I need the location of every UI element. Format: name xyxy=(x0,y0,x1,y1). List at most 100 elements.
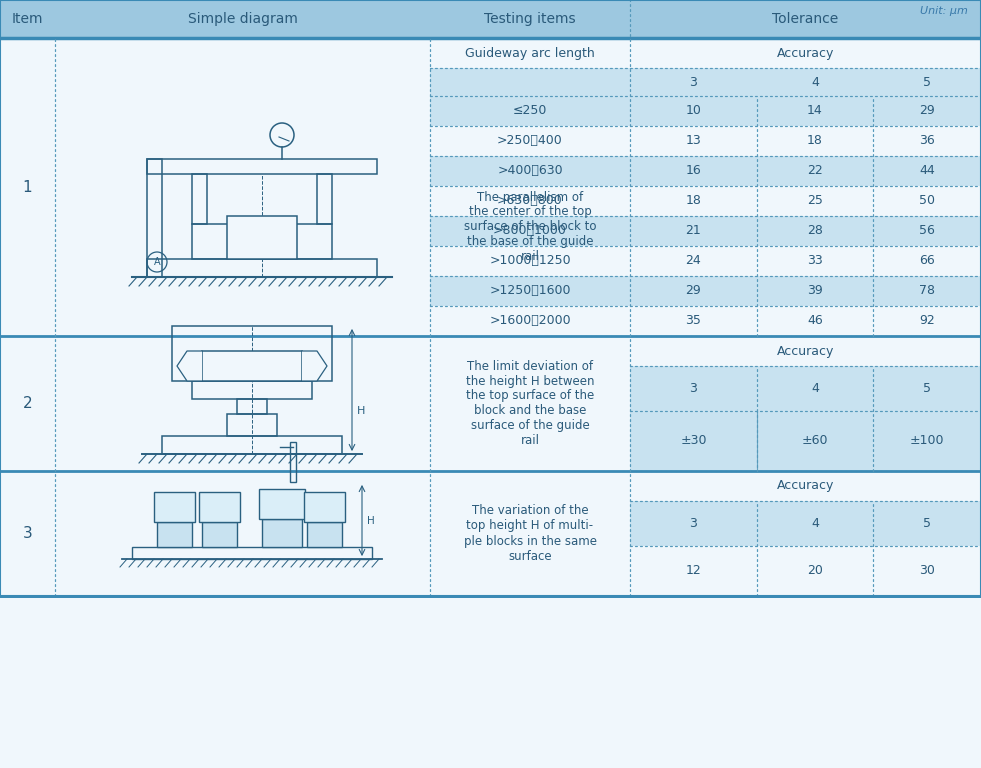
Text: Testing items: Testing items xyxy=(485,12,576,26)
Polygon shape xyxy=(302,351,327,381)
Text: Accuracy: Accuracy xyxy=(777,47,834,59)
Text: 36: 36 xyxy=(919,134,935,147)
Bar xyxy=(630,471,981,501)
Text: >800～1000: >800～1000 xyxy=(493,224,567,237)
Text: 21: 21 xyxy=(686,224,701,237)
Text: >1250～1600: >1250～1600 xyxy=(490,284,571,297)
Text: Simple diagram: Simple diagram xyxy=(187,12,297,26)
Bar xyxy=(304,492,345,522)
Bar xyxy=(430,68,981,96)
Text: 12: 12 xyxy=(686,564,701,578)
Text: The variation of the
top height H of multi-
ple blocks in the same
surface: The variation of the top height H of mul… xyxy=(463,505,596,562)
Bar xyxy=(430,38,981,68)
Text: 4: 4 xyxy=(811,382,819,395)
Bar xyxy=(630,501,981,546)
Bar xyxy=(147,159,162,277)
Bar xyxy=(157,522,192,547)
Text: The limit deviation of
the height H between
the top surface of the
block and the: The limit deviation of the height H betw… xyxy=(466,359,594,448)
Bar xyxy=(162,436,342,454)
Text: ±30: ±30 xyxy=(680,435,706,448)
Text: Accuracy: Accuracy xyxy=(777,345,834,357)
Bar xyxy=(154,492,195,522)
Text: 10: 10 xyxy=(686,104,701,118)
Text: 56: 56 xyxy=(919,224,935,237)
Text: 25: 25 xyxy=(807,194,823,207)
Text: H: H xyxy=(367,515,375,525)
Polygon shape xyxy=(177,351,202,381)
Text: 4: 4 xyxy=(811,517,819,530)
Bar xyxy=(0,471,981,596)
Bar xyxy=(0,0,981,38)
Text: >630～800: >630～800 xyxy=(497,194,563,207)
Text: Guideway arc length: Guideway arc length xyxy=(465,47,594,59)
Text: Tolerance: Tolerance xyxy=(772,12,839,26)
Text: 20: 20 xyxy=(807,564,823,578)
Text: 3: 3 xyxy=(690,382,697,395)
Bar xyxy=(0,38,630,336)
Text: 2: 2 xyxy=(23,396,32,411)
Bar xyxy=(192,224,332,259)
Bar xyxy=(430,216,981,246)
Text: 44: 44 xyxy=(919,164,935,177)
Bar xyxy=(317,174,332,224)
Bar xyxy=(290,442,296,482)
Text: 35: 35 xyxy=(686,315,701,327)
Bar xyxy=(430,306,981,336)
Text: 5: 5 xyxy=(923,382,931,395)
Bar xyxy=(0,336,981,471)
Text: 50: 50 xyxy=(919,194,935,207)
Text: Accuracy: Accuracy xyxy=(777,479,834,492)
Bar xyxy=(630,546,981,596)
Text: 16: 16 xyxy=(686,164,701,177)
Text: 30: 30 xyxy=(919,564,935,578)
Text: 46: 46 xyxy=(807,315,823,327)
Text: ±60: ±60 xyxy=(801,435,828,448)
Text: 28: 28 xyxy=(807,224,823,237)
Bar xyxy=(192,381,312,399)
Bar xyxy=(172,326,332,381)
Bar xyxy=(430,126,981,156)
Bar xyxy=(147,159,377,174)
Bar xyxy=(430,186,981,216)
Bar xyxy=(430,246,981,276)
Text: >400～630: >400～630 xyxy=(497,164,563,177)
Text: 66: 66 xyxy=(919,254,935,267)
Text: 5: 5 xyxy=(923,75,931,88)
Text: 24: 24 xyxy=(686,254,701,267)
Text: 78: 78 xyxy=(919,284,935,297)
Bar xyxy=(132,547,372,559)
Bar xyxy=(192,174,207,224)
Text: 5: 5 xyxy=(923,517,931,530)
Bar xyxy=(430,156,981,186)
Bar xyxy=(237,399,267,414)
Text: 18: 18 xyxy=(686,194,701,207)
Bar xyxy=(307,522,342,547)
Text: 22: 22 xyxy=(807,164,823,177)
Text: A: A xyxy=(154,257,160,267)
Text: 3: 3 xyxy=(690,517,697,530)
Text: 13: 13 xyxy=(686,134,701,147)
Bar xyxy=(147,259,377,277)
Text: 39: 39 xyxy=(807,284,823,297)
Text: 14: 14 xyxy=(807,104,823,118)
Text: Unit: μm: Unit: μm xyxy=(920,6,968,16)
Text: 3: 3 xyxy=(23,526,32,541)
Text: 18: 18 xyxy=(807,134,823,147)
Bar xyxy=(430,96,981,126)
Bar xyxy=(630,366,981,411)
Bar xyxy=(202,522,237,547)
Bar xyxy=(199,492,240,522)
Text: >1600～2000: >1600～2000 xyxy=(490,315,571,327)
Text: 29: 29 xyxy=(686,284,701,297)
Text: 1: 1 xyxy=(23,180,32,194)
Text: 4: 4 xyxy=(811,75,819,88)
Text: Item: Item xyxy=(12,12,43,26)
Text: >250～400: >250～400 xyxy=(497,134,563,147)
Bar xyxy=(262,519,302,547)
Bar xyxy=(430,276,981,306)
Text: ±100: ±100 xyxy=(909,435,945,448)
Text: 3: 3 xyxy=(690,75,697,88)
Bar xyxy=(202,351,302,381)
Text: The parallelism of
the center of the top
surface of the block to
the base of the: The parallelism of the center of the top… xyxy=(464,190,596,263)
Text: 92: 92 xyxy=(919,315,935,327)
